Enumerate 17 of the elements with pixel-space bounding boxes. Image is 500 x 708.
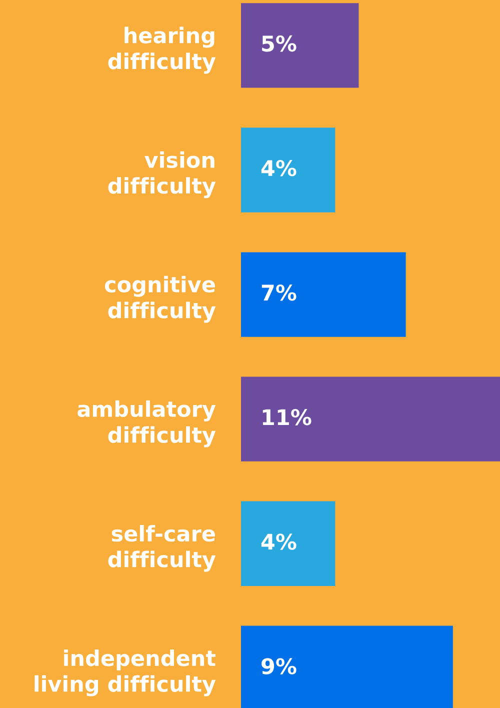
y-tick-label: hearing difficulty bbox=[108, 26, 216, 74]
bar bbox=[241, 376, 500, 462]
bar bbox=[241, 252, 406, 337]
data-label: 4% bbox=[261, 160, 296, 176]
data-label: 5% bbox=[262, 35, 296, 52]
bar bbox=[241, 501, 336, 586]
y-tick-label: self-care difficulty bbox=[108, 525, 216, 572]
data-label: 9% bbox=[262, 658, 296, 674]
y-tick-label: ambulatory difficulty bbox=[78, 400, 216, 448]
data-label: 7% bbox=[262, 284, 296, 301]
y-tick-label: vision difficulty bbox=[108, 151, 216, 198]
data-label: 11% bbox=[262, 409, 312, 426]
bar bbox=[241, 128, 336, 212]
y-tick-label: cognitive difficulty bbox=[104, 276, 216, 323]
bar bbox=[241, 3, 359, 88]
data-label: 4% bbox=[261, 534, 296, 550]
y-tick-label: independent living difficulty bbox=[34, 650, 216, 696]
